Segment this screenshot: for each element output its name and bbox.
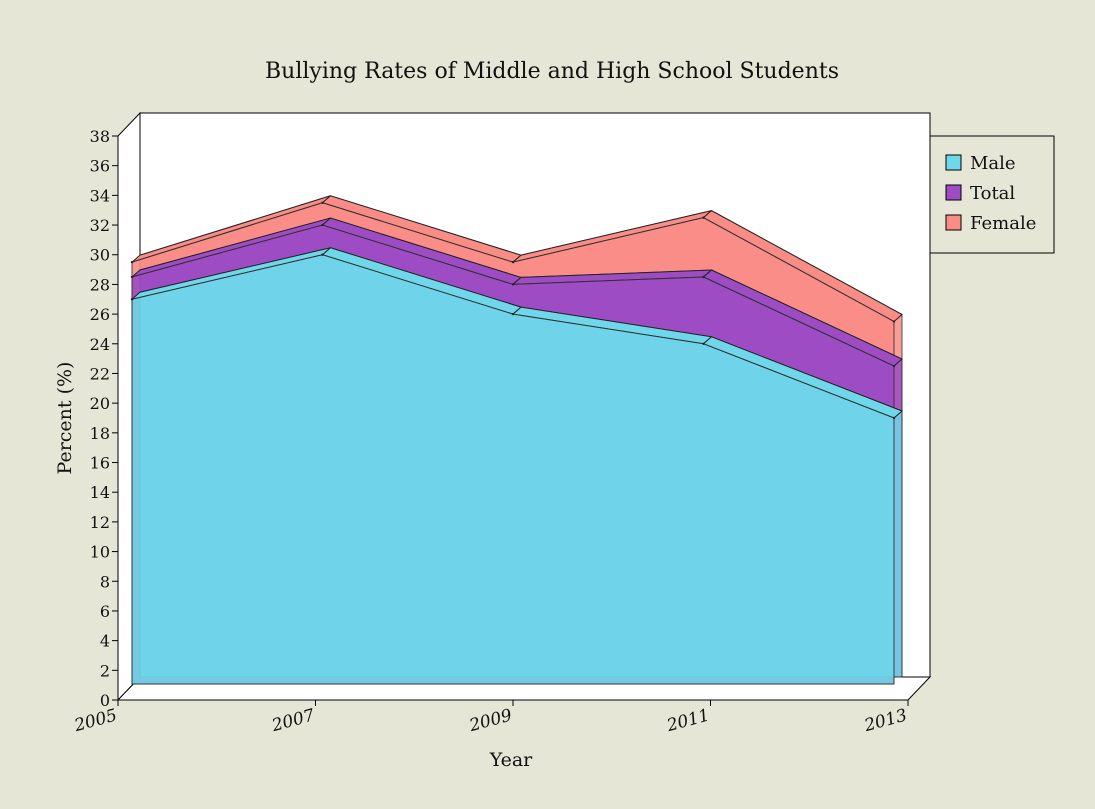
legend-swatch-female <box>945 214 962 231</box>
point-total-2013 <box>892 364 896 368</box>
y-tick-label: 6 <box>100 602 110 621</box>
point-male-2013 <box>892 416 896 420</box>
point-female-2013 <box>892 320 896 323</box>
point-female-2011 <box>702 216 705 219</box>
y-tick-label: 0 <box>100 691 110 710</box>
point-total-2005 <box>130 275 134 279</box>
area-layers <box>130 195 903 685</box>
y-tick-label: 32 <box>90 216 110 235</box>
x-axis-label: Year <box>489 749 533 771</box>
y-tick-label: 26 <box>90 305 110 324</box>
point-male-2011 <box>702 342 705 345</box>
point-total-2007 <box>321 223 324 227</box>
point-male-2005 <box>130 298 134 301</box>
point-female-2005 <box>130 260 134 264</box>
legend-label-female: Female <box>970 213 1036 234</box>
y-tick-label: 16 <box>90 454 110 473</box>
y-tick-label: 28 <box>90 275 110 294</box>
series-male <box>130 247 903 685</box>
legend-swatch-male <box>945 154 962 171</box>
y-tick-label: 2 <box>100 661 110 680</box>
point-male-2009 <box>511 312 515 316</box>
y-tick-label: 8 <box>100 572 110 591</box>
y-tick-label: 18 <box>90 424 110 443</box>
y-tick-label: 4 <box>100 632 110 651</box>
y-tick-label: 10 <box>90 543 110 562</box>
legend-swatch-total <box>945 184 962 201</box>
legend-label-total: Total <box>970 183 1015 204</box>
y-tick-label: 14 <box>90 483 110 502</box>
point-total-2009 <box>511 283 515 286</box>
point-female-2007 <box>321 201 324 204</box>
y-tick-label: 38 <box>90 127 110 146</box>
y-tick-label: 30 <box>90 246 110 265</box>
point-female-2009 <box>511 260 515 264</box>
y-tick-label: 22 <box>90 364 110 383</box>
point-total-2011 <box>702 275 705 279</box>
chart-title: Bullying Rates of Middle and High School… <box>265 59 839 84</box>
legend-label-male: Male <box>970 153 1016 174</box>
legend-items: Male Total Female <box>945 153 1036 234</box>
point-male-2007 <box>321 253 324 256</box>
area-male <box>131 254 895 685</box>
y-axis-label: Percent (%) <box>54 362 76 475</box>
y-tick-label: 36 <box>90 157 110 176</box>
y-tick-label: 12 <box>90 513 110 532</box>
legend: Male Total Female <box>929 135 1055 254</box>
y-tick-label: 34 <box>90 186 110 205</box>
y-tick-label: 24 <box>90 335 110 354</box>
y-tick-label: 20 <box>90 394 110 413</box>
